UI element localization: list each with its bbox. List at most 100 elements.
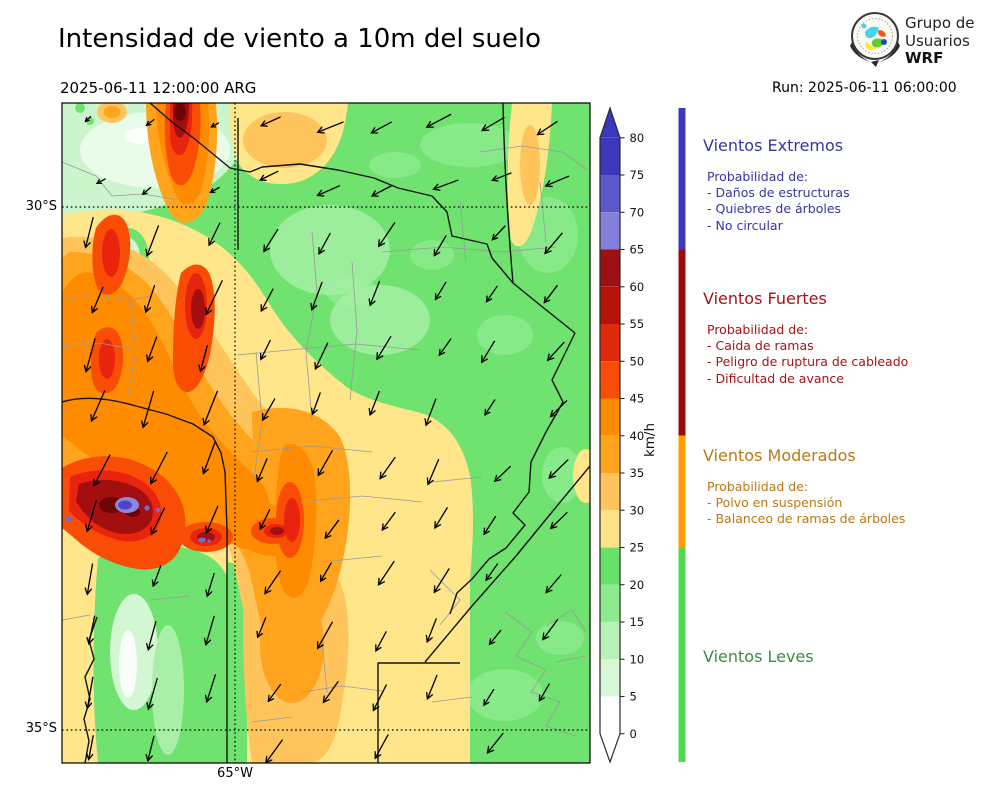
strip-segment <box>678 547 686 762</box>
wind-arrow <box>434 281 447 301</box>
wind-arrow <box>208 222 221 247</box>
wind-arrow <box>480 116 505 132</box>
strip-segment <box>678 108 686 250</box>
wind-arrow <box>368 280 381 307</box>
wrf-logo: Grupo de Usuarios WRF <box>850 12 975 67</box>
globe-emblem-icon <box>850 12 900 67</box>
category-item: - Quiebres de árboles <box>707 201 842 217</box>
colorbar-tick-label: 70 <box>630 206 645 220</box>
strip-segment <box>678 249 686 436</box>
colorbar-segment <box>600 175 620 213</box>
wind-arrow <box>543 285 558 304</box>
wind-arrow <box>425 618 437 644</box>
wind-arrow <box>145 225 160 258</box>
colorbar-segment <box>600 622 620 660</box>
wind-arrow <box>483 515 497 536</box>
wind-arrow <box>256 458 268 483</box>
lat-tick-35s: 35°S <box>25 721 57 736</box>
colorbar-tick-label: 45 <box>630 392 645 406</box>
wind-arrow <box>493 465 511 483</box>
wind-arrow <box>545 574 562 594</box>
wind-arrow <box>146 677 158 711</box>
wind-arrow <box>368 390 380 417</box>
wind-arrow <box>261 398 276 422</box>
wind-arrow <box>484 399 496 417</box>
wind-arrow <box>381 511 396 531</box>
wind-arrows <box>83 113 570 763</box>
category-item: - No circular <box>707 217 783 233</box>
colorbar-segment <box>600 696 620 734</box>
wind-arrow <box>86 615 96 646</box>
valid-time-label: 2025-06-11 12:00:00 ARG <box>60 79 257 97</box>
wind-arrow <box>90 286 104 314</box>
wind-arrow <box>204 674 216 704</box>
wind-arrow <box>83 338 96 373</box>
category-item: - Polvo en suspensión <box>707 495 843 511</box>
light-wind-patches <box>326 123 584 721</box>
colorbar-tick-label: 75 <box>630 168 645 182</box>
wind-arrow <box>491 225 506 241</box>
wind-arrow <box>486 732 504 754</box>
wind-arrow <box>83 216 94 249</box>
wind-speed-field <box>62 103 590 763</box>
wind-arrow <box>141 390 155 429</box>
category-intro: Probabilidad de: <box>707 479 809 494</box>
colorbar-segment <box>600 249 620 287</box>
wind-arrow <box>310 281 323 312</box>
wind-arrow <box>433 568 450 594</box>
wind-arrow <box>259 339 271 361</box>
wind-arrow <box>198 345 208 373</box>
colorbar-segment <box>600 547 620 585</box>
legend-vientos-extremos: Vientos Extremos Probabilidad de: - Daño… <box>701 136 993 234</box>
wind-arrow <box>317 450 333 477</box>
wind-arrow <box>370 184 393 197</box>
extreme-wind-spots <box>66 497 211 543</box>
colorbar-segment <box>600 286 620 324</box>
wind-arrow <box>317 621 333 650</box>
wind-arrow <box>549 512 568 530</box>
wind-arrow <box>488 629 502 646</box>
wind-arrow <box>426 458 440 486</box>
colorbar-tick-label: 0 <box>630 727 637 741</box>
wind-arrow <box>143 284 156 314</box>
colorbar-under-arrow <box>600 733 620 762</box>
wind-arrow <box>432 179 459 191</box>
wind-arrow <box>263 228 279 253</box>
category-item: - Caida de ramas <box>707 338 814 354</box>
wind-arrow <box>544 232 563 255</box>
wind-arrow <box>324 519 340 540</box>
wind-arrow <box>426 674 438 701</box>
wind-arrow <box>210 122 220 128</box>
colorbar-tick-label: 80 <box>630 131 645 145</box>
wind-arrow <box>93 454 111 487</box>
category-title: Vientos Extremos <box>703 136 844 155</box>
wind-arrow <box>485 563 499 582</box>
category-item: - Daños de estructuras <box>707 185 850 201</box>
colorbar-segment <box>600 361 620 399</box>
logo-line1: Grupo de <box>905 14 975 32</box>
strip-segment <box>678 435 686 548</box>
wind-arrow <box>205 505 219 534</box>
wind-arrow <box>536 120 558 136</box>
wind-arrow <box>264 570 281 595</box>
wind-arrow <box>316 121 344 134</box>
wind-arrow <box>150 507 166 536</box>
colorbar-tick-label: 25 <box>630 541 645 555</box>
wind-arrow <box>322 681 339 704</box>
wind-arrow <box>258 170 279 181</box>
wind-arrow <box>86 735 94 761</box>
category-intro: Probabilidad de: <box>707 322 809 337</box>
wind-arrow <box>85 500 97 533</box>
wind-arrow <box>151 565 162 588</box>
run-time-label: Run: 2025-06-11 06:00:00 <box>772 80 957 96</box>
wind-arrow <box>141 186 152 196</box>
wind-arrow <box>90 390 106 423</box>
legend-vientos-moderados: Vientos Moderados Probabilidad de: - Pol… <box>701 446 993 528</box>
colorbar-tick-label: 30 <box>630 503 645 517</box>
colorbar-segment <box>600 473 620 511</box>
colorbar-tick-label: 40 <box>630 429 645 443</box>
category-intro: Probabilidad de: <box>707 169 809 184</box>
wind-arrow <box>319 562 332 583</box>
